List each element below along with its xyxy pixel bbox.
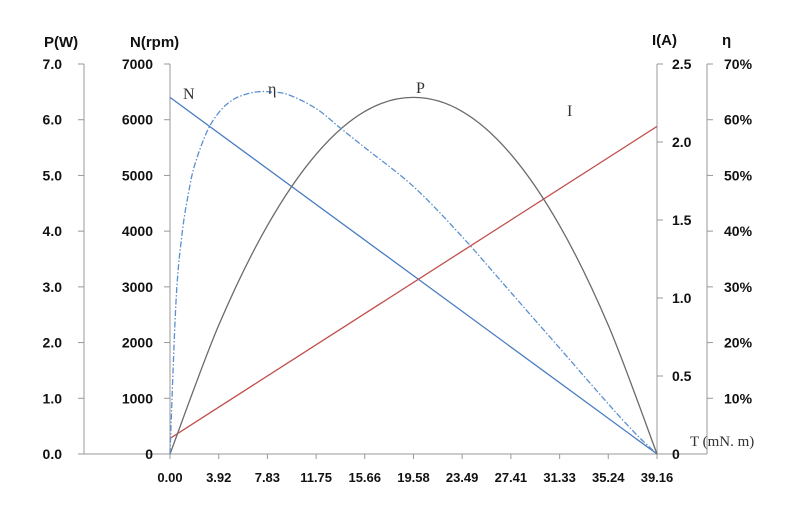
series-line-i <box>169 125 658 439</box>
i-axis-tick-label: 2.0 <box>672 134 692 150</box>
eta-axis-tick-label: 50% <box>724 167 753 183</box>
i-axis-tick-label: 2.5 <box>672 56 692 72</box>
p-axis-ticks: 0.0 1.0 2.0 3.0 4.0 5.0 6.0 7.0 <box>43 56 84 462</box>
curve-label-n: N <box>183 86 195 103</box>
i-axis-tick-label: 0 <box>672 446 680 462</box>
curve-label-p: P <box>416 80 425 97</box>
n-axis-tick-label: 2000 <box>122 335 153 351</box>
series-line-eta <box>169 90 658 455</box>
series-line-n <box>169 96 658 455</box>
p-axis-tick-label: 2.0 <box>43 335 63 351</box>
x-axis-tick-label: 0.00 <box>157 470 182 485</box>
eta-axis-tick-label: 10% <box>724 390 753 406</box>
p-axis-title: P(W) <box>44 34 78 51</box>
x-axis-tick-label: 11.75 <box>300 470 332 485</box>
eta-axis-tick-label: 20% <box>724 335 753 351</box>
x-axis-tick-label: 15.66 <box>348 470 381 485</box>
i-axis-tick-label: 0.5 <box>672 368 692 384</box>
p-axis-tick-label: 6.0 <box>43 112 63 128</box>
p-axis-tick-label: 4.0 <box>43 223 63 239</box>
i-axis-ticks: 0 0.5 1.0 1.5 2.0 2.5 <box>657 56 692 462</box>
eta-axis-tick-label: 60% <box>724 112 753 128</box>
x-axis-tick-label: 19.58 <box>397 470 430 485</box>
x-axis-tick-label: 23.49 <box>446 470 479 485</box>
n-axis-tick-label: 6000 <box>122 112 153 128</box>
i-axis-title: I(A) <box>652 32 677 49</box>
i-axis-tick-label: 1.0 <box>672 290 692 306</box>
n-axis-tick-label: 5000 <box>122 167 153 183</box>
eta-axis-ticks: 10% 20% 30% 40% 50% 60% 70% <box>707 56 753 406</box>
series-layer <box>169 90 658 455</box>
p-axis-tick-label: 3.0 <box>43 279 63 295</box>
series-line-p <box>169 96 658 455</box>
x-axis-tick-label: 31.33 <box>543 470 576 485</box>
eta-axis-tick-label: 40% <box>724 223 753 239</box>
eta-axis-title: η <box>722 32 731 49</box>
x-axis-label: T (mN. m) <box>690 434 754 450</box>
n-axis-tick-label: 4000 <box>122 223 153 239</box>
i-axis-tick-label: 1.5 <box>672 212 692 228</box>
x-axis-tick-label: 27.41 <box>495 470 528 485</box>
n-axis-title: N(rpm) <box>130 34 179 51</box>
x-axis-tick-label: 7.83 <box>255 470 280 485</box>
n-axis-tick-label: 3000 <box>122 279 153 295</box>
eta-axis-tick-label: 70% <box>724 56 753 72</box>
p-axis-tick-label: 7.0 <box>43 56 63 72</box>
curve-label-eta: η <box>268 81 276 98</box>
n-axis-tick-label: 1000 <box>122 390 153 406</box>
n-axis-ticks: 0 1000 2000 3000 4000 5000 6000 7000 <box>122 56 170 462</box>
x-axis-tick-label: 3.92 <box>206 470 231 485</box>
curve-label-i: I <box>567 103 572 120</box>
n-axis-tick-label: 7000 <box>122 56 153 72</box>
p-axis-tick-label: 5.0 <box>43 167 63 183</box>
x-axis-ticks: 0.00 3.92 7.83 11.75 15.66 19.58 23.49 27.41 31.… <box>157 454 673 485</box>
x-axis-tick-label: 39.16 <box>641 470 674 485</box>
p-axis-tick-label: 0.0 <box>43 446 63 462</box>
x-axis-tick-label: 35.24 <box>592 470 625 485</box>
p-axis-tick-label: 1.0 <box>43 390 63 406</box>
eta-axis-tick-label: 30% <box>724 279 753 295</box>
n-axis-tick-label: 0 <box>145 446 153 462</box>
